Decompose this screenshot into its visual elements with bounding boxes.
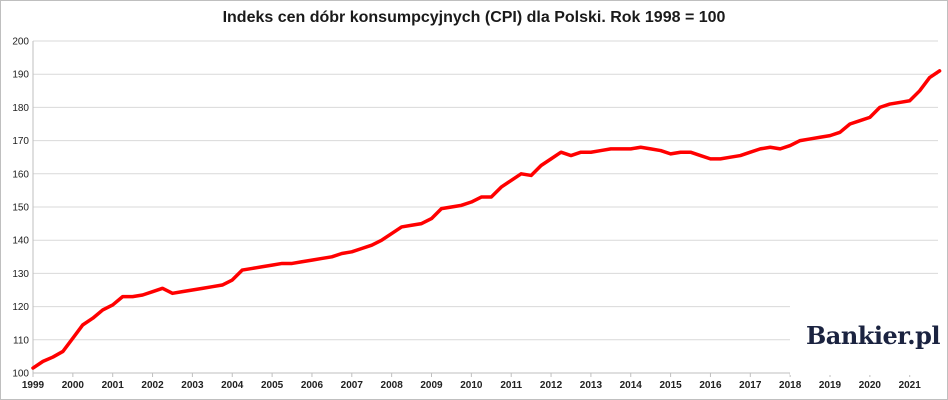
x-tick-label: 2017 <box>739 380 762 391</box>
x-tick-label: 2014 <box>620 380 643 391</box>
x-tick-label: 2008 <box>381 380 404 391</box>
x-tick-label: 2020 <box>859 380 882 391</box>
y-tick-label: 150 <box>12 203 29 214</box>
x-tick-label: 2011 <box>500 380 522 391</box>
x-tick-label: 2001 <box>102 380 125 391</box>
x-tick-label: 2016 <box>699 380 722 391</box>
x-tick-label: 2005 <box>261 380 284 391</box>
x-tick-label: 2007 <box>341 380 364 391</box>
y-tick-label: 140 <box>12 236 29 247</box>
logo-text: Bankier.pl <box>806 321 941 350</box>
x-tick-label: 2012 <box>540 380 563 391</box>
x-tick-label: 2015 <box>659 380 682 391</box>
x-tick-label: 1999 <box>22 380 45 391</box>
chart-title: Indeks cen dóbr konsumpcyjnych (CPI) dla… <box>222 9 726 26</box>
y-tick-label: 120 <box>12 302 29 313</box>
bankier-logo: Bankier.pl <box>790 305 941 375</box>
x-tick-label: 2019 <box>819 380 842 391</box>
x-tick-label: 2013 <box>580 380 603 391</box>
x-tick-label: 2009 <box>420 380 443 391</box>
y-tick-label: 110 <box>13 335 29 346</box>
y-tick-label: 160 <box>12 169 29 180</box>
x-tick-label: 2021 <box>899 380 922 391</box>
y-tick-label: 100 <box>12 369 29 380</box>
x-tick-label: 2018 <box>779 380 802 391</box>
x-tick-label: 2002 <box>141 380 164 391</box>
x-tick-label: 2004 <box>221 380 244 391</box>
x-tick-label: 2010 <box>460 380 483 391</box>
x-tick-label: 2003 <box>181 380 204 391</box>
x-tick-label: 2000 <box>62 380 85 391</box>
y-tick-label: 200 <box>12 37 29 48</box>
cpi-line-series <box>31 69 942 370</box>
y-tick-label: 170 <box>12 136 29 147</box>
y-tick-label: 130 <box>12 269 29 280</box>
y-tick-label: 180 <box>12 103 29 114</box>
y-tick-label: 190 <box>12 70 29 81</box>
x-tick-label: 2006 <box>301 380 324 391</box>
